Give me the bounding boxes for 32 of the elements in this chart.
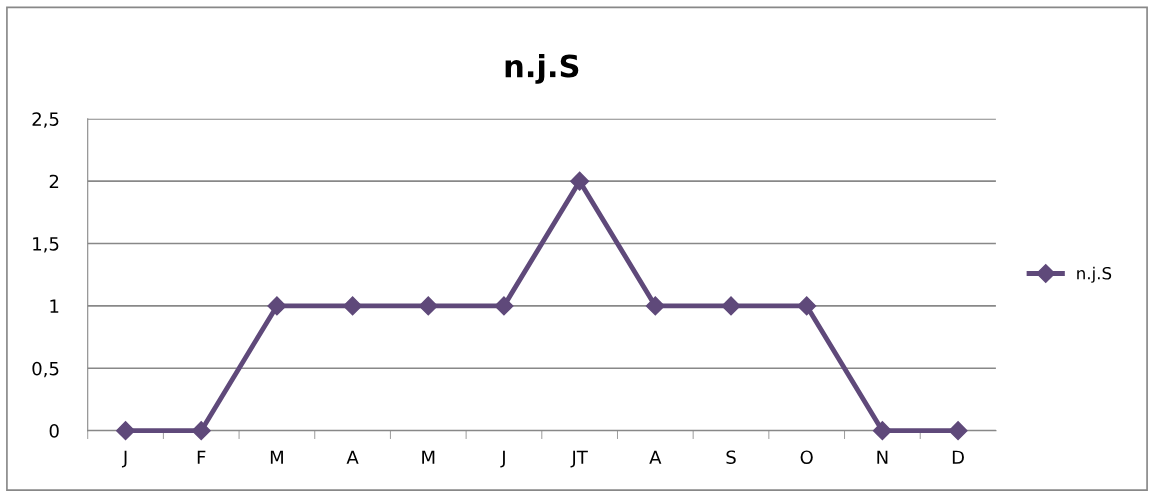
point: [267, 296, 287, 316]
chart-title: n.j.S: [505, 53, 579, 84]
x-tick-label: F: [197, 450, 206, 464]
point: [721, 296, 741, 316]
y-tick-label: 2: [49, 174, 59, 189]
point: [797, 296, 817, 316]
point: [645, 296, 665, 316]
x-tick-label: A: [649, 450, 662, 464]
y-tick-label: 0: [49, 424, 59, 438]
x-tick-label: J: [121, 450, 127, 468]
x-tick-label: S: [726, 450, 736, 465]
point: [494, 296, 514, 316]
point: [191, 421, 211, 441]
y-tick-label: 1: [50, 299, 59, 313]
point: [418, 296, 438, 316]
x-tick-label: M: [422, 450, 435, 464]
point: [343, 296, 363, 316]
x-tick-label: O: [800, 450, 813, 465]
point: [570, 171, 590, 191]
x-tick-label: JT: [570, 450, 588, 468]
y-tick-label: 0,5: [32, 361, 59, 378]
y-tick-label: 1,5: [33, 237, 59, 253]
y-tick-label: 2,5: [32, 112, 59, 128]
x-tick-label: M: [270, 450, 283, 464]
x-tick-label: N: [877, 450, 888, 464]
x-tick-label: A: [346, 450, 359, 464]
point: [116, 421, 136, 441]
legend-label: n.j.S: [1077, 266, 1112, 283]
x-tick-label: J: [500, 450, 505, 468]
point: [872, 421, 892, 441]
point: [948, 421, 968, 441]
x-tick-label: D: [952, 450, 964, 464]
